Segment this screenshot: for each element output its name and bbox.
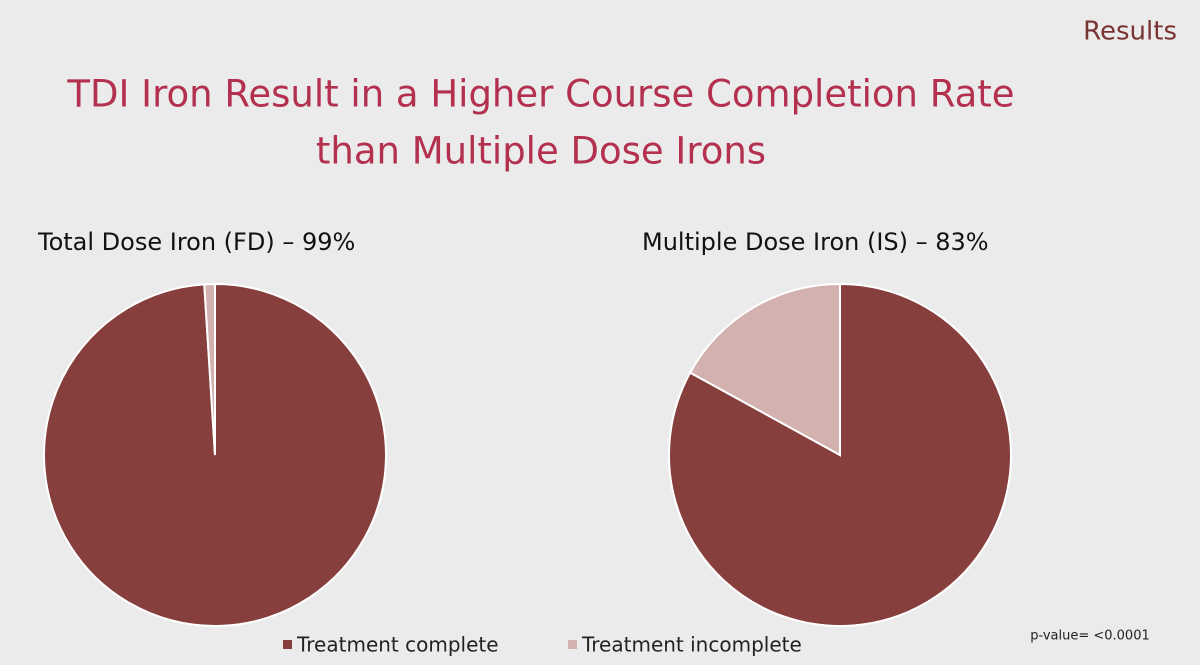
pie-slice bbox=[688, 282, 841, 457]
legend-label: Treatment complete bbox=[296, 633, 499, 657]
pie-slice bbox=[203, 282, 216, 456]
slide-title: TDI Iron Result in a Higher Course Compl… bbox=[66, 73, 1014, 116]
section-header: Results bbox=[1083, 17, 1177, 47]
pie-slice bbox=[668, 282, 1012, 627]
p-value-note: p-value= <0.0001 bbox=[1030, 629, 1150, 644]
pie-title: Total Dose Iron (FD) – 99% bbox=[37, 228, 355, 256]
slide-title: than Multiple Dose Irons bbox=[316, 130, 766, 173]
pie-title: Multiple Dose Iron (IS) – 83% bbox=[642, 228, 989, 256]
legend-swatch bbox=[283, 640, 292, 649]
legend-label: Treatment incomplete bbox=[581, 633, 802, 657]
legend-swatch bbox=[568, 640, 577, 649]
